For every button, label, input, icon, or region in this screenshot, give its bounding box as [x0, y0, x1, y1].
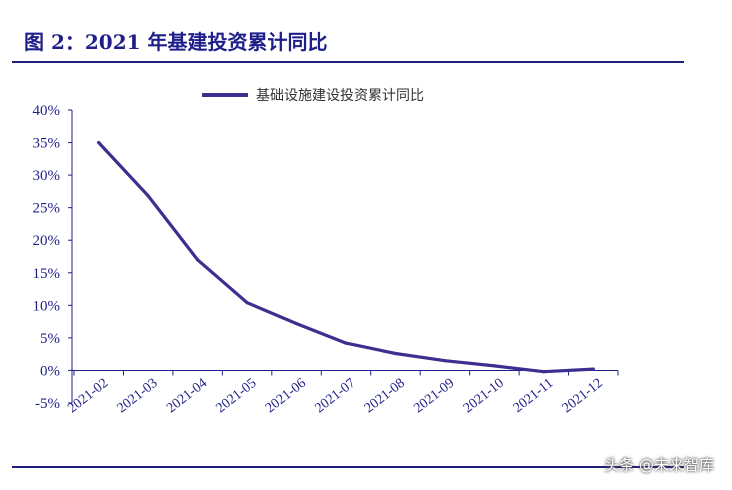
- legend: 基础设施建设投资累计同比: [202, 87, 424, 104]
- y-tick-label: 30%: [33, 168, 61, 184]
- data-point: [146, 194, 150, 198]
- y-axis: -5% 0% 5% 10% 15% 20% 25% 30% 35% 40%: [33, 103, 73, 412]
- data-point: [393, 351, 398, 356]
- data-point: [196, 258, 200, 262]
- y-tick-label: -5%: [35, 396, 60, 412]
- series-layer: [97, 140, 595, 374]
- x-tick-label: 2021-06: [263, 376, 309, 417]
- data-point: [443, 359, 447, 363]
- data-point: [542, 370, 546, 374]
- x-tick-label: 2021-08: [362, 376, 408, 417]
- x-tick-label: 2021-10: [461, 376, 507, 417]
- x-tick-label: 2021-04: [164, 376, 210, 417]
- x-axis: 2021-02 2021-03 2021-04 2021-05 2021-06 2021-…: [65, 369, 619, 417]
- watermark: 头条 @未来智库: [604, 456, 714, 474]
- x-tick-label: 2021-11: [511, 376, 557, 416]
- y-tick-label: 25%: [33, 201, 61, 217]
- y-tick-label: 35%: [33, 136, 61, 152]
- x-tick-label: 2021-12: [560, 376, 606, 417]
- y-tick-label: 10%: [33, 298, 61, 314]
- figure-title: 图 2：2021 年基建投资累计同比: [24, 30, 328, 54]
- y-tick-label: 0%: [40, 363, 60, 379]
- series-line: [97, 141, 595, 374]
- y-tick-label: 40%: [33, 103, 61, 119]
- x-tick-label: 2021-03: [115, 376, 161, 417]
- x-tick-label: 2021-07: [312, 376, 358, 417]
- title-rule: [12, 61, 684, 63]
- y-tick-label: 5%: [40, 331, 60, 347]
- data-point: [245, 301, 249, 305]
- bottom-rule: [12, 466, 684, 468]
- x-tick-label: 2021-09: [411, 376, 457, 417]
- data-point: [344, 341, 348, 345]
- data-point: [97, 140, 101, 145]
- y-tick-label: 15%: [33, 266, 61, 282]
- data-point: [591, 367, 595, 371]
- data-point: [294, 321, 299, 326]
- x-tick-label: 2021-05: [214, 376, 260, 417]
- data-point: [492, 364, 496, 368]
- legend-label: 基础设施建设投资累计同比: [256, 87, 424, 104]
- y-tick-label: 20%: [33, 233, 61, 249]
